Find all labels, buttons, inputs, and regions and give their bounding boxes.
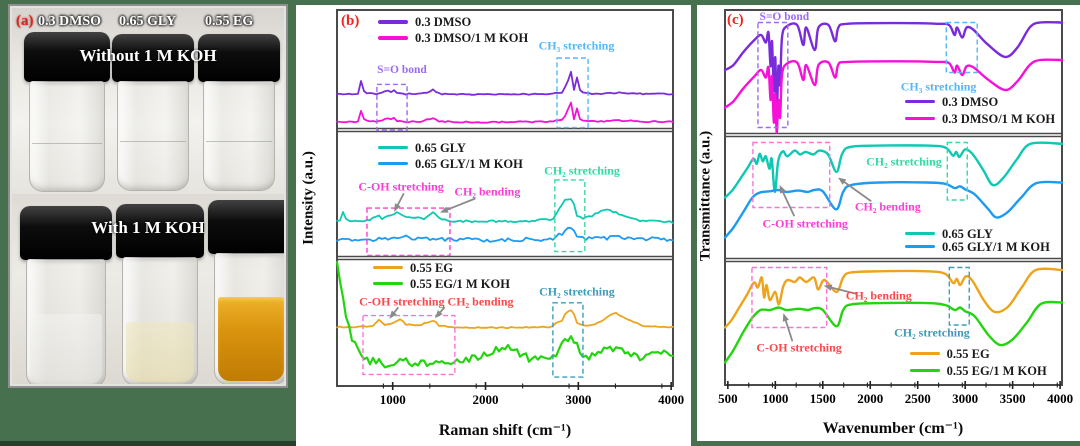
spectrum-trace-0-3-dmso-1-m-koh	[723, 58, 1064, 134]
annotation-arrow	[838, 177, 847, 185]
vial-cap	[24, 32, 110, 82]
vial-glass	[26, 259, 106, 384]
annotation-box	[376, 83, 408, 131]
x-tick-label: 500	[718, 391, 738, 406]
panel-a-tag: (a)	[16, 13, 34, 29]
spectrum-trace-0-55-eg	[723, 267, 1064, 329]
vial-glass	[122, 257, 198, 384]
annotation-box	[552, 302, 584, 378]
label-gly-ratio: 0.65 GLY	[119, 14, 177, 29]
annotation-box	[752, 141, 831, 209]
spectrum-trace-0-65-gly-1-m-koh	[723, 180, 1064, 239]
spectrum-trace-0-55-eg	[336, 309, 674, 330]
x-tick-label: 1500	[810, 391, 836, 406]
x-tick-label: 1000	[762, 391, 788, 406]
bottom-left-strip	[0, 441, 296, 446]
raman-panel-background	[296, 5, 691, 446]
vial-photo-panel: (a) 0.3 DMSO 0.65 GLY 0.55 EG Without 1 …	[8, 4, 288, 388]
annotation-box	[946, 141, 968, 201]
annotation-box	[362, 314, 456, 376]
annotation-arrow	[779, 185, 786, 194]
vial-glass	[203, 81, 275, 191]
x-tick-label: 4000	[658, 392, 684, 407]
x-tick-label: 3000	[565, 392, 591, 407]
spectrum-trace-0-65-gly	[336, 198, 674, 224]
annotation-arrow	[782, 313, 789, 322]
caption-without-koh: Without 1 M KOH	[79, 46, 217, 65]
annotation-arrow	[394, 203, 401, 212]
ftir-panel-background	[697, 5, 1080, 441]
vial-photo: (a) 0.3 DMSO 0.65 GLY 0.55 EG Without 1 …	[12, 8, 284, 384]
spectrum-trace-0-3-dmso	[336, 70, 674, 96]
vial-glass	[29, 81, 105, 192]
annotation-box	[556, 57, 589, 129]
annotation-box	[751, 266, 828, 329]
annotation-box	[366, 207, 451, 257]
spectrum-trace-0-55-eg-1-m-koh	[723, 300, 1064, 364]
spectrum-trace-0-65-gly-1-m-koh	[336, 226, 674, 243]
vial-cap	[20, 206, 112, 260]
spectrum-trace-0-65-gly	[723, 141, 1064, 199]
caption-with-koh: With 1 M KOH	[91, 218, 205, 237]
label-eg-ratio: 0.55 EG	[205, 14, 254, 29]
vial-cap	[112, 34, 194, 82]
annotation-arrow	[434, 310, 443, 319]
vial-cap	[198, 34, 280, 82]
spectrum-trace-0-55-eg-1-m-koh	[335, 260, 675, 369]
vial-cap	[208, 200, 284, 254]
pale-yellow-liquid	[126, 322, 194, 382]
x-tick-label: 2500	[905, 391, 931, 406]
annotation-box	[757, 21, 789, 129]
x-tick-label: 4000	[1047, 391, 1073, 406]
x-tick-label: 2000	[473, 392, 499, 407]
x-tick-label: 3500	[1000, 391, 1026, 406]
annotation-arrow	[440, 206, 449, 213]
x-tick-label: 1000	[380, 392, 406, 407]
amber-liquid	[218, 297, 284, 381]
annotation-arrow	[823, 284, 833, 291]
label-dmso-ratio: 0.3 DMSO	[38, 14, 101, 29]
annotation-arrow	[389, 310, 397, 319]
annotation-box	[554, 179, 586, 253]
x-tick-label: 2000	[857, 391, 883, 406]
annotation-box	[948, 266, 970, 326]
vial-glass	[214, 253, 284, 384]
spectrum-trace-0-3-dmso-1-m-koh	[336, 101, 674, 124]
x-tick-label: 3000	[952, 391, 978, 406]
vial-glass	[117, 81, 189, 191]
annotation-box	[945, 21, 978, 74]
clear-liquid	[30, 314, 102, 384]
spectrum-trace-0-3-dmso	[723, 20, 1064, 119]
vial-cap	[116, 204, 204, 258]
